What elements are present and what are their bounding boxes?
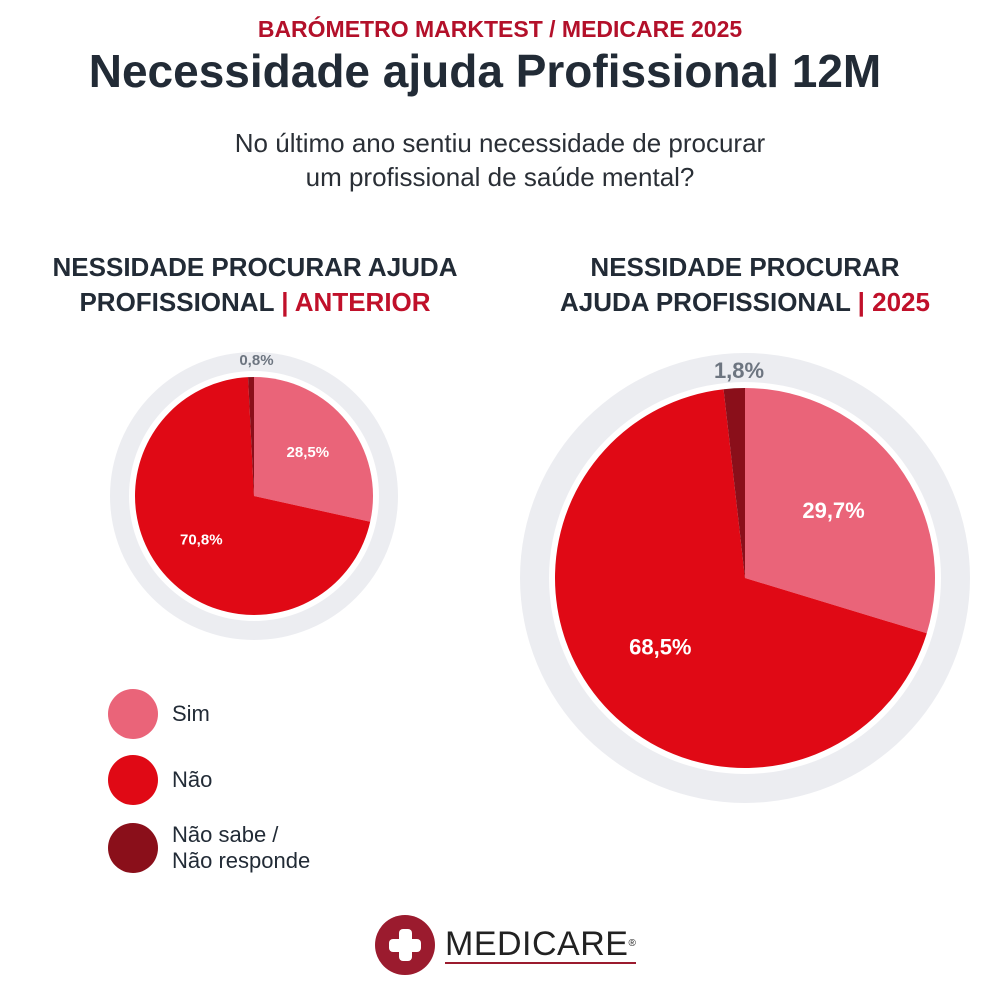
question-line-1: No último ano sentiu necessidade de proc… bbox=[234, 128, 766, 158]
question: No último ano sentiu necessidade de proc… bbox=[0, 126, 1000, 194]
pie-slice-sim bbox=[745, 388, 936, 634]
pie-slice-ns bbox=[723, 388, 745, 578]
legend-label: Não bbox=[172, 767, 213, 792]
legend-swatch-sim bbox=[108, 689, 158, 739]
legend-swatch-nao bbox=[108, 755, 158, 805]
pie-slice-sim bbox=[254, 377, 374, 522]
data-label-nao: 68,5% bbox=[629, 634, 691, 659]
chart-title-line-2: PROFISSIONAL bbox=[79, 287, 274, 317]
cross-icon bbox=[375, 915, 435, 975]
chart-title-line-2: AJUDA PROFISSIONAL bbox=[560, 287, 851, 317]
legend-item-sim: Sim bbox=[108, 689, 210, 739]
chart-title-2025: NESSIDADE PROCURAR AJUDA PROFISSIONAL | … bbox=[520, 250, 970, 320]
pie-slice-nao bbox=[555, 389, 927, 768]
kicker: BARÓMETRO MARKTEST / MEDICARE 2025 bbox=[257, 16, 743, 42]
legend-item-nao: Não bbox=[108, 755, 212, 805]
data-label-ns: 1,8% bbox=[714, 358, 764, 383]
legend-label-line-1: Não sabe / bbox=[172, 822, 279, 847]
chart-title-line-1: NESSIDADE PROCURAR AJUDA bbox=[52, 252, 458, 282]
legend-label-line-2: Não responde bbox=[172, 848, 311, 873]
legend-label: Não sabe / Não responde bbox=[172, 822, 310, 874]
question-line-2: um profissional de saúde mental? bbox=[305, 162, 695, 192]
data-label-sim: 28,5% bbox=[287, 444, 330, 461]
data-label-ns: 0,8% bbox=[239, 352, 273, 369]
data-label-sim: 29,7% bbox=[802, 498, 864, 523]
chart-title-highlight: | ANTERIOR bbox=[281, 287, 431, 317]
chart-title-anterior: NESSIDADE PROCURAR AJUDA PROFISSIONAL | … bbox=[30, 250, 480, 320]
logo-text: MEDICARE® bbox=[445, 925, 637, 964]
data-label-nao: 70,8% bbox=[180, 532, 223, 549]
chart-title-highlight: | 2025 bbox=[857, 287, 930, 317]
legend-swatch-ns bbox=[108, 823, 158, 873]
logo-registered: ® bbox=[628, 938, 637, 949]
medicare-logo: MEDICARE® bbox=[375, 915, 637, 975]
pie-slice-ns bbox=[248, 377, 254, 496]
pie-slice-nao bbox=[135, 377, 371, 615]
page-title: Necessidade ajuda Profissional 12M bbox=[88, 45, 882, 97]
logo-wordmark: MEDICARE bbox=[445, 925, 629, 963]
legend-label: Sim bbox=[172, 701, 210, 726]
chart-title-line-1: NESSIDADE PROCURAR bbox=[590, 252, 900, 282]
legend-item-ns: Não sabe / Não responde bbox=[108, 822, 310, 874]
pie-chart-0: 28,5% 70,8% 0,8% bbox=[110, 352, 398, 640]
pie-chart-1: 29,7% 68,5% 1,8% bbox=[520, 353, 970, 803]
